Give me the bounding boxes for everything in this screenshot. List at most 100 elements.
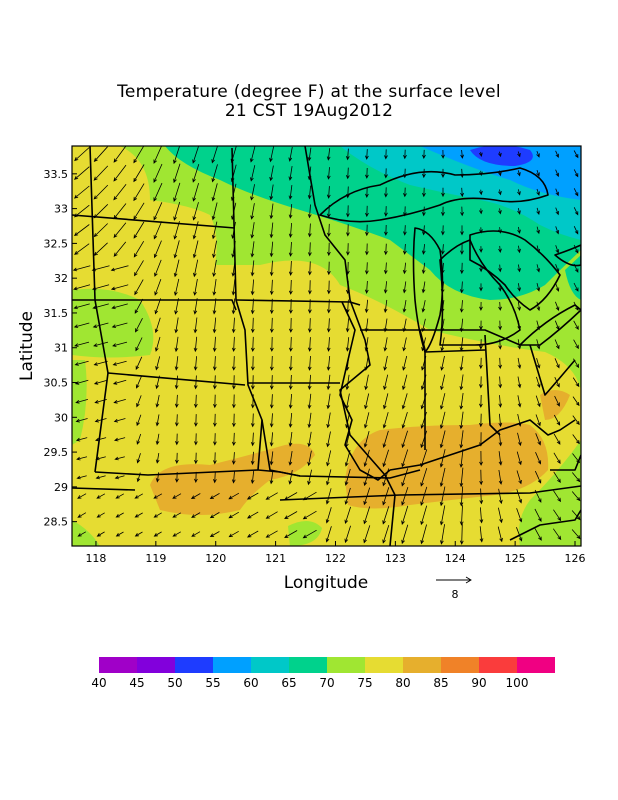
wind-vector [302,510,317,520]
wind-vector [115,493,125,499]
wind-vector [572,453,581,464]
wind-vector [479,469,483,486]
wind-vector [479,432,483,447]
reference-vector-head [465,576,472,584]
state-line [72,299,237,311]
wind-vector [572,434,580,445]
wind-vector [498,208,502,215]
y-tick-label: 31 [54,342,68,355]
wind-vector [92,322,109,328]
wind-vector [536,301,541,312]
colorbar-label: 55 [205,676,220,690]
wind-vector [421,244,426,255]
wind-vector [383,337,388,352]
wind-vector [535,395,541,408]
wind-vector [346,261,350,275]
wind-vector [288,166,293,181]
wind-vector [344,525,351,544]
wind-vector [75,418,88,423]
wind-vector [250,279,255,296]
wind-vector [555,301,560,312]
colorbar-swatch [441,657,479,673]
wind-vector [73,303,90,310]
wind-vector [155,375,160,390]
wind-vector [77,512,87,518]
wind-vector [269,146,274,163]
wind-vector [192,202,199,221]
wind-vector [536,320,541,331]
wind-vector [402,337,407,352]
wind-vector [96,493,106,499]
wind-vector [213,452,217,465]
chart-title: Temperature (degree F) at the surface le… [117,82,501,102]
wind-vector [571,510,581,521]
wind-vector [155,356,161,371]
wind-vector [269,241,274,258]
wind-vector [383,374,389,391]
wind-vector [420,467,428,487]
wind-vector [479,357,483,370]
wind-vector [93,204,109,219]
wind-vector [288,412,293,428]
wind-vector [554,395,560,407]
wind-vector [363,487,371,506]
wind-vector [363,449,370,467]
wind-vector [174,336,179,353]
wind-vector [326,337,331,352]
wind-vector [269,298,274,315]
wind-vector [288,241,293,257]
wind-vector [307,337,312,352]
wind-vector [479,394,483,408]
wind-vector [382,487,390,506]
wind-vector [401,430,408,449]
state-line [384,474,396,546]
x-axis-label: Longitude [284,573,369,593]
wind-vector [536,169,540,177]
wind-vector [439,411,446,430]
wind-vector [345,167,350,180]
wind-vector [173,182,181,202]
wind-vector [72,265,91,272]
wind-vector [154,259,162,277]
wind-vector [269,260,274,277]
michigan-lower [439,239,521,346]
wind-vector [74,360,89,366]
wind-vector [113,399,126,404]
wind-vector [250,470,255,485]
wind-vector [269,470,274,485]
wind-vector [384,206,388,217]
colorbar-swatch [289,657,327,673]
wind-vector [572,396,580,407]
colorbar-swatch [365,657,403,673]
x-tick-label: 125 [505,552,526,565]
wind-vector [517,376,522,389]
wind-vector [134,279,144,296]
wind-vector [250,356,255,371]
wind-vector [231,336,236,353]
wind-vector [460,206,464,217]
wind-vector [345,280,350,295]
wind-vector [135,375,142,389]
wind-vector [460,262,464,275]
wind-vector [344,468,351,486]
wind-vector [93,223,108,238]
wind-vector [402,374,408,391]
wind-vector [134,531,143,537]
wind-vector [517,264,521,273]
wind-vector [384,187,388,198]
wind-vector [345,318,350,333]
wind-vector [365,186,369,199]
wind-vector [498,507,503,524]
wind-vector [553,471,561,483]
wind-vector [439,430,446,449]
state-line [529,344,576,396]
wind-vector [498,488,503,505]
wind-vector [308,280,312,295]
wind-vector [250,203,255,220]
wind-vector [553,490,562,503]
wind-vector [269,413,274,428]
wind-vector [327,223,331,238]
wind-vector [573,263,579,273]
wind-vector [422,206,426,217]
colorbar-swatch [175,657,213,673]
